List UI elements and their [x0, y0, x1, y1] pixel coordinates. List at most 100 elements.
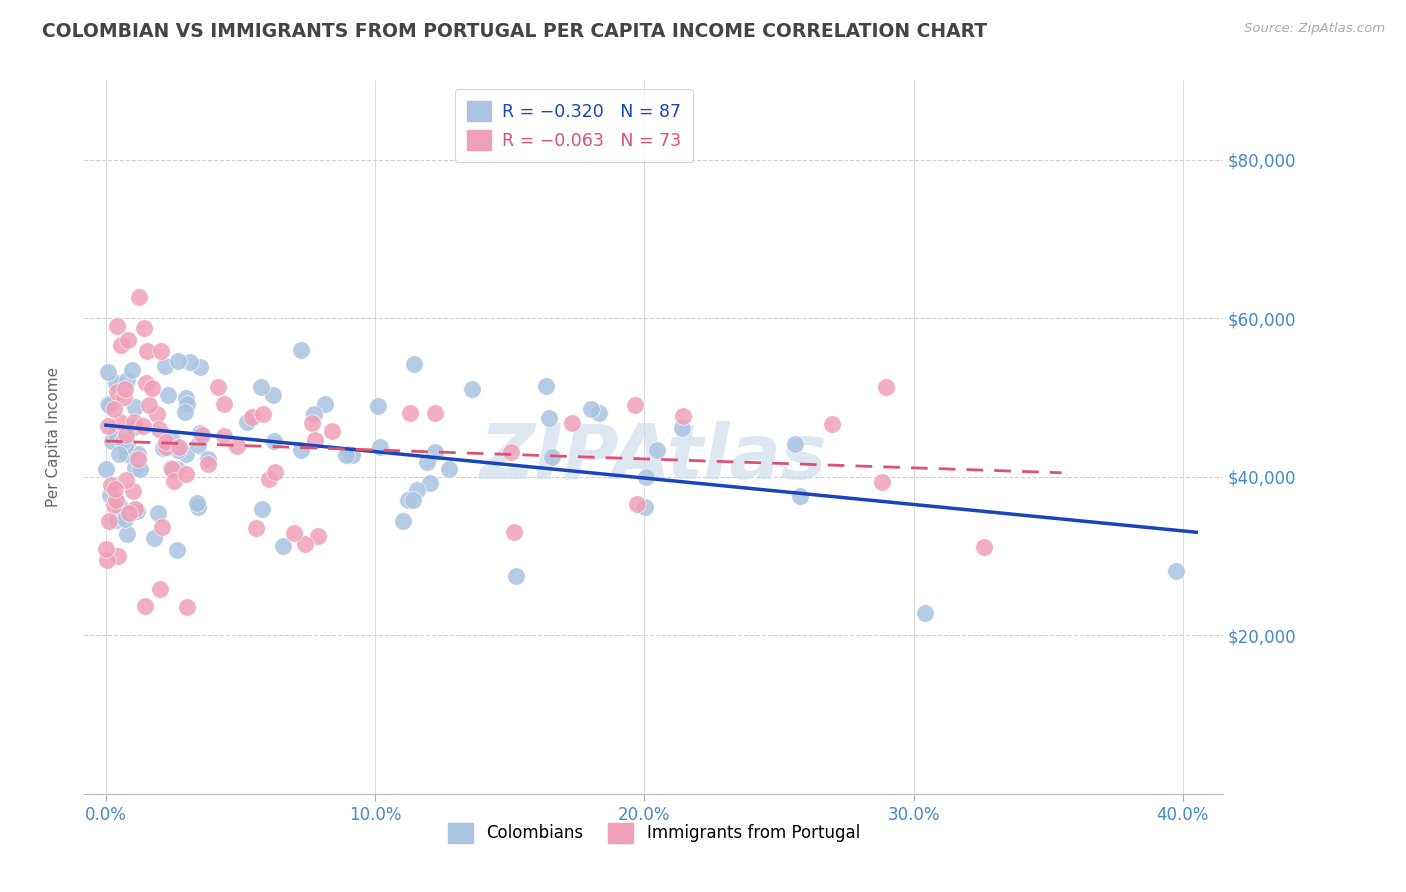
Point: [97, 365, 120, 379]
Point: [290, 343, 312, 358]
Point: [124, 460, 146, 475]
Point: [115, 447, 138, 461]
Point: [112, 390, 135, 404]
Point: [141, 381, 163, 395]
Point: [122, 483, 145, 498]
Point: [875, 380, 897, 394]
Point: [104, 482, 127, 496]
Point: [283, 526, 305, 541]
Point: [103, 498, 125, 512]
Point: [105, 376, 128, 390]
Text: ZIPAtlas: ZIPAtlas: [479, 422, 828, 495]
Point: [314, 397, 336, 411]
Point: [579, 401, 602, 416]
Point: [419, 475, 441, 490]
Point: [245, 521, 267, 535]
Point: [94, 541, 117, 556]
Point: [304, 407, 326, 421]
Point: [173, 405, 195, 419]
Text: Source: ZipAtlas.com: Source: ZipAtlas.com: [1244, 22, 1385, 36]
Point: [124, 502, 146, 516]
Point: [439, 462, 461, 476]
Point: [1164, 564, 1187, 578]
Point: [127, 447, 149, 461]
Point: [671, 421, 693, 435]
Point: [342, 449, 364, 463]
Point: [406, 483, 429, 497]
Point: [271, 539, 294, 553]
Point: [402, 357, 425, 371]
Point: [187, 500, 209, 515]
Point: [236, 415, 259, 429]
Point: [337, 447, 360, 461]
Point: [129, 461, 152, 475]
Point: [174, 447, 197, 461]
Point: [105, 426, 128, 441]
Point: [105, 513, 128, 527]
Y-axis label: Per Capita Income: Per Capita Income: [46, 367, 60, 508]
Point: [108, 500, 131, 515]
Point: [167, 440, 190, 454]
Point: [188, 360, 211, 375]
Point: [396, 493, 419, 508]
Point: [114, 439, 136, 453]
Point: [502, 524, 524, 539]
Point: [138, 397, 160, 411]
Point: [96, 553, 118, 567]
Point: [789, 490, 811, 504]
Point: [672, 409, 695, 423]
Point: [101, 434, 124, 448]
Point: [167, 354, 190, 368]
Point: [290, 442, 312, 457]
Point: [304, 433, 326, 447]
Point: [98, 488, 121, 502]
Point: [100, 478, 122, 492]
Point: [186, 496, 208, 510]
Point: [785, 436, 807, 450]
Point: [127, 452, 149, 467]
Point: [167, 442, 190, 457]
Point: [263, 434, 285, 448]
Point: [240, 410, 263, 425]
Legend: Colombians, Immigrants from Portugal: Colombians, Immigrants from Portugal: [441, 816, 866, 850]
Point: [321, 424, 343, 438]
Point: [110, 338, 132, 352]
Point: [124, 400, 146, 414]
Point: [307, 529, 329, 543]
Point: [197, 451, 219, 466]
Point: [145, 407, 167, 421]
Point: [402, 492, 425, 507]
Point: [156, 388, 179, 402]
Point: [174, 391, 197, 405]
Point: [97, 398, 120, 412]
Point: [423, 406, 446, 420]
Point: [148, 422, 170, 436]
Point: [135, 376, 157, 391]
Point: [117, 527, 139, 541]
Point: [212, 397, 235, 411]
Point: [461, 383, 484, 397]
Point: [214, 429, 236, 443]
Point: [367, 399, 389, 413]
Point: [160, 461, 183, 475]
Point: [152, 441, 174, 455]
Point: [870, 475, 893, 489]
Point: [118, 506, 141, 520]
Point: [115, 436, 138, 450]
Point: [534, 379, 557, 393]
Point: [538, 411, 561, 425]
Point: [104, 493, 127, 508]
Point: [186, 437, 208, 451]
Point: [392, 514, 415, 528]
Point: [134, 599, 156, 613]
Point: [188, 426, 211, 441]
Point: [561, 416, 583, 430]
Point: [132, 418, 155, 433]
Point: [117, 373, 139, 387]
Point: [132, 321, 155, 335]
Point: [149, 582, 172, 596]
Point: [160, 434, 183, 448]
Point: [103, 401, 125, 416]
Point: [176, 397, 198, 411]
Point: [914, 606, 936, 620]
